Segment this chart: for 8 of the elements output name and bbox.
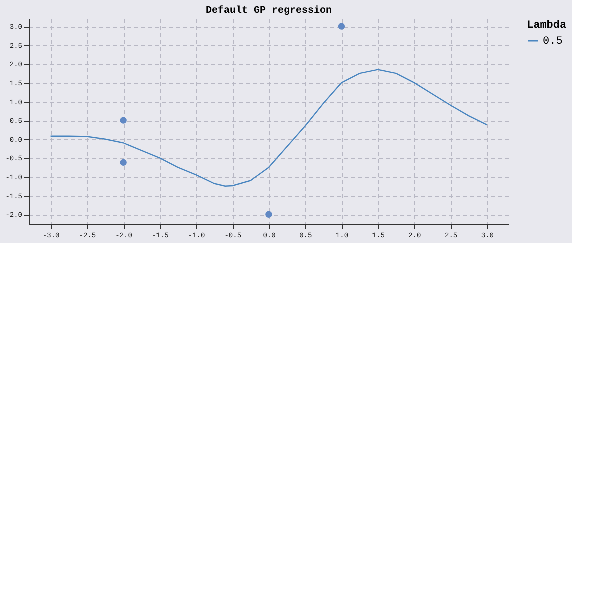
- legend-label: 0.5: [543, 36, 563, 48]
- point: [120, 159, 127, 166]
- legend-title: Lambda: [527, 20, 568, 32]
- point: [120, 117, 127, 124]
- chart-title: Default GP regression: [206, 5, 332, 17]
- point: [338, 23, 346, 30]
- line-series: [50, 69, 488, 187]
- point: [266, 211, 272, 218]
